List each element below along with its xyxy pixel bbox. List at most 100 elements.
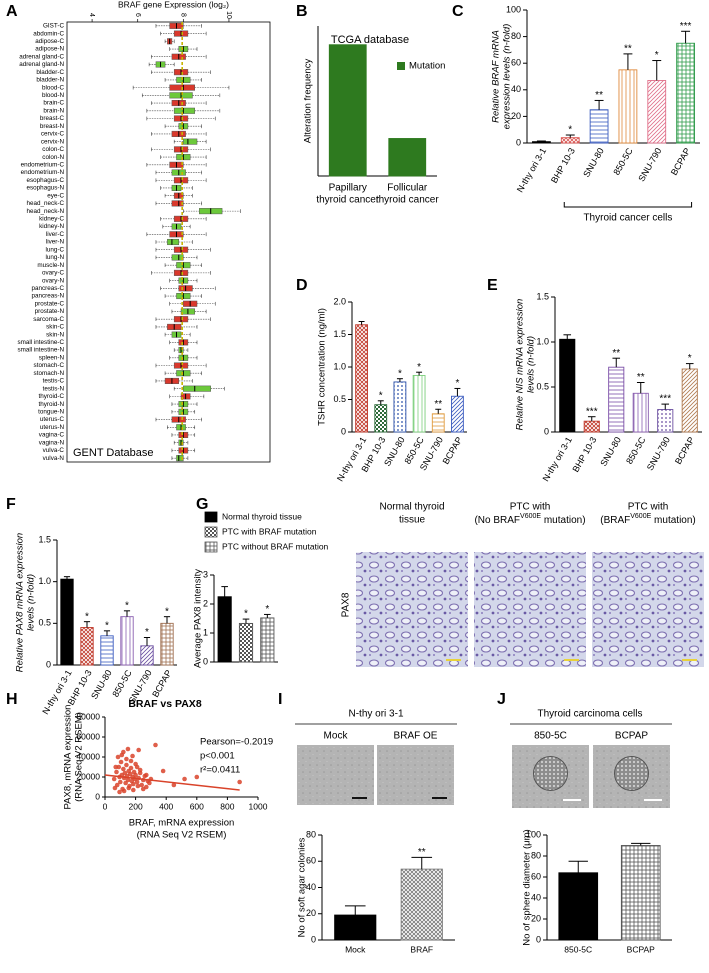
category-label: liver-N xyxy=(46,239,65,246)
category-label: pancreas-C xyxy=(31,285,64,292)
category-label: colon-C xyxy=(42,146,64,153)
point xyxy=(118,759,124,765)
panel-letter: C xyxy=(452,3,464,20)
point xyxy=(160,768,166,774)
panel-letter: G xyxy=(196,496,208,513)
category-label: thyroid-C xyxy=(38,393,64,400)
group-label: Thyroid cancer cells xyxy=(583,213,672,224)
chart-title: BRAF vs PAX8 xyxy=(128,698,201,710)
category-label: esophagus-C xyxy=(27,177,65,184)
category-label: esophagus-N xyxy=(27,185,65,192)
y-tick-label: 1.5 xyxy=(38,534,51,544)
bar xyxy=(400,868,443,941)
category-label: adrenal gland-N xyxy=(19,61,64,68)
category-label: vagina-C xyxy=(39,432,65,439)
category-label: kidney-N xyxy=(39,223,64,230)
category-label: spleen-N xyxy=(39,354,65,361)
category-label: muscle-N xyxy=(37,262,64,269)
bar xyxy=(451,395,464,433)
x-tick-label: Papillary xyxy=(329,183,367,194)
bar xyxy=(328,44,367,177)
point xyxy=(237,779,242,785)
legend-swatch xyxy=(204,511,218,523)
y-tick-label: 20 xyxy=(511,111,521,121)
bar xyxy=(657,409,674,433)
bar xyxy=(60,578,74,666)
significance: * xyxy=(688,353,692,364)
category-label: skin-N xyxy=(46,331,64,338)
box xyxy=(183,385,211,392)
significance: * xyxy=(105,620,109,631)
y-tick-label: 0 xyxy=(341,426,346,436)
y-tick-label: 1.5 xyxy=(536,291,549,301)
category-label: uterus-N xyxy=(40,424,65,431)
point xyxy=(136,747,141,753)
y-tick-label: 80000 xyxy=(76,711,100,721)
bar xyxy=(412,375,426,433)
significance: * xyxy=(568,125,572,136)
category-label: stomach-N xyxy=(34,370,65,377)
point xyxy=(117,789,122,795)
bar xyxy=(532,141,551,144)
point xyxy=(125,777,131,783)
y-tick-label: 1.0 xyxy=(333,361,346,371)
point xyxy=(134,779,140,785)
box xyxy=(173,107,195,114)
point xyxy=(171,782,177,788)
significance: *** xyxy=(659,394,671,405)
y-tick-label: 100 xyxy=(506,4,521,14)
x-tick-label: 850-5C xyxy=(564,944,592,954)
y-axis-label: levels (n-fold) xyxy=(526,336,537,393)
bar xyxy=(560,137,580,144)
micrograph xyxy=(297,745,374,805)
y-tick-label: 100 xyxy=(526,829,541,839)
x-tick-label: 800 xyxy=(220,801,234,811)
annotation: GENT Database xyxy=(73,447,154,459)
box xyxy=(176,455,184,462)
bar xyxy=(260,617,275,663)
bar xyxy=(140,645,154,666)
image-title: (No BRAFV600E mutation) xyxy=(474,513,585,525)
category-label: vagina-N xyxy=(39,439,65,446)
bar xyxy=(681,368,698,433)
sphere xyxy=(533,756,568,791)
image-title-part: mutation) xyxy=(651,515,695,526)
image-title: 850-5C xyxy=(534,731,567,742)
x-tick-label: 600 xyxy=(190,801,204,811)
significance: ** xyxy=(434,399,442,410)
category-label: GIST-C xyxy=(43,23,64,30)
point xyxy=(140,786,146,792)
significance: * xyxy=(85,611,89,622)
panel-letter: F xyxy=(6,496,16,513)
image-title: PTC with xyxy=(628,502,669,513)
category-label: blood-C xyxy=(42,84,65,91)
bar xyxy=(355,324,368,433)
bar xyxy=(620,845,661,941)
category-label: bladder-N xyxy=(36,77,64,84)
point xyxy=(182,776,187,782)
y-axis-label: (RNA Seq V2 RSEM) xyxy=(74,712,85,802)
y-tick-label: 80 xyxy=(531,850,541,860)
x-tick-label: 8 xyxy=(179,13,186,17)
micrograph xyxy=(356,552,468,667)
category-label: pancreas-N xyxy=(31,293,64,300)
y-axis-label: TSHR concentration (ng/ml) xyxy=(317,308,328,426)
point xyxy=(128,758,134,764)
y-tick-label: 3 xyxy=(203,569,208,579)
y-tick-label: 2 xyxy=(203,598,208,608)
point xyxy=(144,772,149,778)
plot-frame xyxy=(66,21,271,463)
y-tick-label: 20000 xyxy=(76,771,100,781)
bar xyxy=(393,381,407,433)
category-label: vulva-N xyxy=(43,455,65,462)
annotation: r²=0.0411 xyxy=(200,765,240,776)
point xyxy=(121,788,127,794)
bar xyxy=(374,404,388,433)
category-label: brain-N xyxy=(43,107,64,114)
y-axis-label: Relative PAX8 mRNA expression xyxy=(15,533,26,672)
image-title-part: (BRAF xyxy=(600,515,630,526)
micrograph xyxy=(592,552,704,667)
panel-letter: D xyxy=(296,277,308,294)
category-label: breast-N xyxy=(40,123,65,130)
